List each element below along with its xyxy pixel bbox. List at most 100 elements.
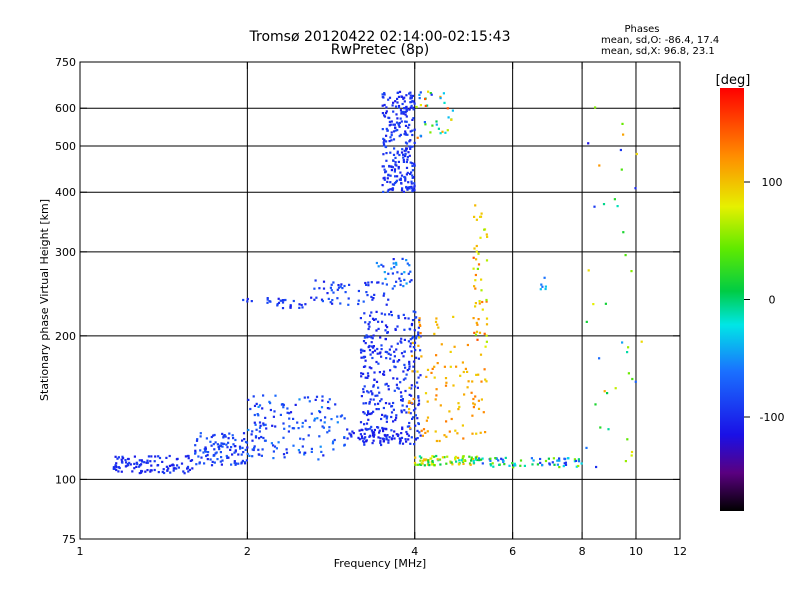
data-point <box>360 356 363 359</box>
data-point <box>413 162 416 165</box>
data-point <box>485 298 488 302</box>
data-point <box>187 470 190 473</box>
data-point <box>314 398 317 401</box>
data-point <box>406 156 409 159</box>
data-point <box>392 159 395 162</box>
data-point <box>394 418 397 422</box>
data-point <box>406 262 409 265</box>
data-point <box>228 432 231 435</box>
data-point <box>387 98 390 101</box>
data-point <box>408 108 411 111</box>
data-point <box>359 421 363 424</box>
data-point <box>384 145 387 148</box>
data-point <box>397 316 400 319</box>
data-point <box>384 171 387 174</box>
data-point <box>310 412 313 415</box>
data-point <box>337 286 341 289</box>
data-point <box>390 314 393 317</box>
data-point <box>382 294 385 297</box>
data-point <box>339 285 342 288</box>
data-point <box>321 399 324 402</box>
data-point <box>480 278 483 281</box>
data-point <box>120 470 123 473</box>
data-point <box>466 370 469 373</box>
data-point <box>409 442 412 445</box>
data-point <box>281 301 285 304</box>
data-point <box>423 458 426 461</box>
data-point <box>416 386 419 389</box>
data-point <box>410 350 413 353</box>
data-point <box>408 362 411 365</box>
data-point <box>315 296 318 299</box>
data-point <box>419 104 422 107</box>
data-point <box>474 305 477 308</box>
data-point <box>381 93 384 96</box>
data-point <box>405 185 408 189</box>
data-point <box>365 283 368 286</box>
data-point <box>483 228 486 231</box>
data-point <box>226 456 229 459</box>
data-point <box>398 125 401 128</box>
data-point <box>431 461 434 464</box>
data-point <box>326 431 329 434</box>
data-point <box>115 462 118 465</box>
data-point <box>234 450 237 453</box>
data-point <box>126 463 129 466</box>
data-point <box>437 127 440 130</box>
data-point <box>455 365 458 368</box>
data-point <box>474 458 477 461</box>
colorbar-tick-label: 100 <box>762 176 783 189</box>
data-point <box>395 121 399 124</box>
data-point <box>430 93 433 96</box>
data-point <box>405 94 408 97</box>
data-point <box>446 129 449 132</box>
data-point <box>473 285 476 288</box>
data-point <box>479 215 482 218</box>
data-point <box>475 258 478 261</box>
data-point <box>477 457 481 460</box>
data-point <box>382 153 385 156</box>
data-point <box>469 463 472 466</box>
data-point <box>149 470 152 473</box>
data-point <box>539 461 542 464</box>
data-point <box>362 390 365 394</box>
data-point <box>384 324 388 327</box>
data-point <box>328 426 331 429</box>
data-point <box>195 463 198 466</box>
data-point <box>170 464 173 467</box>
data-point <box>386 177 389 180</box>
data-point <box>410 394 413 397</box>
data-point <box>404 130 407 133</box>
data-point <box>301 445 304 448</box>
data-point <box>394 161 397 164</box>
data-point <box>449 365 452 368</box>
stats-line-o: mean, sd,O: -86.4, 17.4 <box>601 35 719 46</box>
data-point <box>135 461 138 464</box>
data-point <box>336 288 339 291</box>
data-point <box>180 462 184 465</box>
data-point <box>117 466 120 469</box>
data-point <box>390 120 393 123</box>
data-point <box>386 415 389 418</box>
data-point <box>395 263 398 266</box>
data-point <box>227 456 230 459</box>
data-point <box>392 130 396 133</box>
data-point <box>370 390 373 393</box>
data-point <box>264 423 267 426</box>
data-point <box>480 398 483 401</box>
data-point <box>245 459 248 462</box>
data-point <box>251 439 254 442</box>
data-point <box>246 446 249 449</box>
data-point <box>262 436 265 440</box>
data-point <box>210 435 213 439</box>
data-point <box>478 459 481 462</box>
data-point <box>357 436 360 439</box>
data-point <box>390 438 393 441</box>
data-point <box>206 454 209 457</box>
data-point <box>412 176 415 179</box>
data-point <box>386 331 389 334</box>
data-point <box>297 449 300 452</box>
data-point <box>531 463 534 466</box>
data-point <box>397 106 401 109</box>
data-point <box>341 287 344 290</box>
